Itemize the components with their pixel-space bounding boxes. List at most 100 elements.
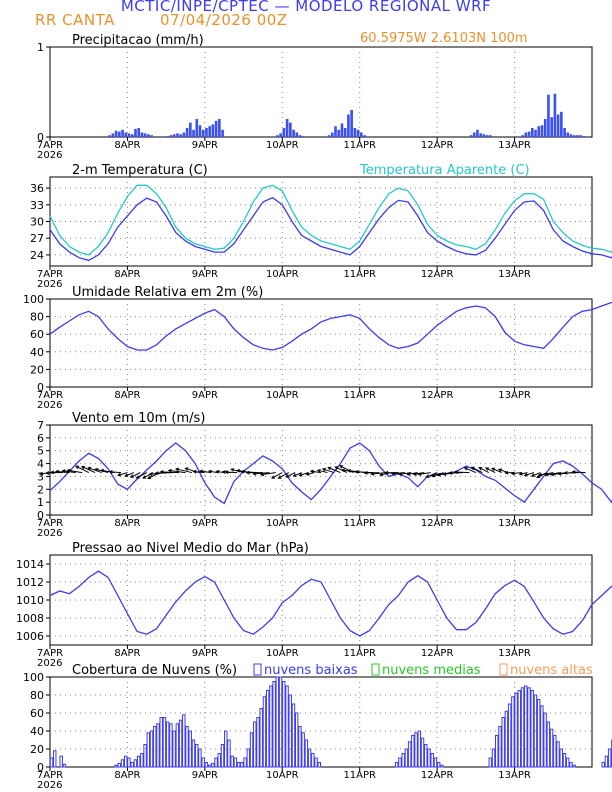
cloud-bar-nuvens-baixas (159, 717, 163, 768)
cloud-bar-nuvens-baixas (233, 757, 238, 768)
precip-bar (556, 114, 560, 137)
wind-vector-head (334, 466, 339, 470)
clouds-ytick-label: 40 (30, 725, 44, 738)
precip-bar (563, 128, 566, 137)
pres-xtick-label: 8APR (114, 648, 140, 659)
cloud-bar-nuvens-baixas (230, 755, 234, 768)
wind-vector-head (454, 470, 458, 475)
cloud-bar-nuvens-baixas (133, 759, 138, 768)
wind-vector-head (436, 473, 441, 477)
cloud-bar-nuvens-baixas (185, 726, 189, 768)
cloud-bar-nuvens-baixas (224, 730, 228, 768)
precip-bar (363, 135, 366, 137)
cloud-bar-nuvens-baixas (301, 732, 305, 768)
cloud-bar-nuvens-baixas (511, 696, 515, 768)
wind-vector-head (563, 471, 568, 475)
cloud-bar-nuvens-baixas (269, 685, 273, 768)
wind-vector (293, 472, 302, 477)
wind-vector-head (417, 472, 422, 476)
wind-vector (175, 468, 193, 474)
precip-bar (185, 128, 189, 137)
wind-vector-head (354, 469, 359, 474)
precip-bar (143, 133, 147, 137)
wind-vector (286, 472, 296, 478)
wind-frame (49, 424, 593, 516)
rh-year-label: 2026 (37, 400, 62, 411)
cloud-bar-nuvens-baixas (546, 721, 551, 768)
precip-bar (540, 125, 544, 137)
clouds-year-label: 2026 (37, 780, 62, 791)
wind-vector-head (199, 469, 204, 474)
cloud-bar-nuvens-baixas (604, 755, 609, 768)
precip-bar (553, 93, 557, 137)
wind-vector-head (154, 471, 159, 476)
cloud-bar-nuvens-baixas (536, 699, 541, 768)
cloud-bar-nuvens-baixas (49, 757, 54, 768)
precip-title: Precipitacao (mm/h) (72, 33, 204, 48)
clouds-ytick-label: 100 (23, 671, 44, 684)
rh-ytick-label: 100 (23, 293, 44, 306)
precip-bar (472, 132, 476, 137)
precip-bar (298, 135, 302, 137)
precip-bar (121, 129, 124, 137)
cloud-bar-nuvens-baixas (562, 753, 567, 768)
cloud-bar-nuvens-baixas (424, 744, 428, 768)
wind-vector-head (252, 471, 257, 476)
cloud-bar-nuvens-baixas (427, 748, 431, 768)
precip-bar (547, 94, 550, 137)
precip-bar (469, 135, 473, 137)
pres-ytick-label: 1006 (16, 630, 44, 643)
cloud-bar-nuvens-baixas (259, 708, 263, 768)
cloud-bar-nuvens-baixas (201, 757, 205, 768)
cloud-bar-nuvens-baixas (533, 694, 538, 768)
temp-ytick-label: 27 (30, 232, 44, 245)
precip-bar (114, 130, 118, 137)
cloud-bar-nuvens-baixas (165, 721, 170, 768)
cloud-bar-nuvens-baixas (256, 717, 260, 768)
wind-title: Vento em 10m (m/s) (72, 411, 205, 426)
precip-bar (195, 119, 199, 137)
clouds-title: Cobertura de Nuvens (%) (72, 663, 237, 678)
wind-vector-head (530, 473, 535, 477)
wind-ytick-label: 3 (37, 470, 44, 483)
wind-vector-head (510, 471, 515, 476)
cloud-bar-nuvens-baixas (191, 739, 196, 768)
cloud-bar-nuvens-baixas (495, 735, 499, 768)
cloud-bar-nuvens-baixas (288, 694, 292, 768)
cloud-bar-nuvens-baixas (298, 726, 302, 768)
wind-ytick-label: 6 (37, 432, 44, 445)
wind-vector-head (425, 474, 430, 478)
wind-vector-head (285, 474, 290, 478)
precip-bar (218, 119, 221, 137)
wind-vector-head (485, 467, 490, 471)
cloud-bar-nuvens-baixas (178, 719, 183, 768)
precip-bar (124, 132, 128, 137)
cloud-bar-nuvens-baixas (262, 696, 267, 768)
precip-bar (534, 129, 537, 137)
precip-bar (524, 132, 528, 137)
wind-xtick-label: 11APR (343, 518, 376, 529)
precip-bar (560, 111, 563, 137)
wind-vector (260, 472, 276, 476)
cloud-bar-nuvens-baixas (124, 755, 128, 768)
wind-vector (125, 472, 135, 477)
rh-ytick-label: 0 (37, 381, 44, 394)
cloud-bar-nuvens-baixas (62, 763, 67, 768)
wind-vector-head (148, 472, 153, 476)
cloud-bar-nuvens-baixas (524, 685, 528, 768)
pres-ytick-label: 1014 (16, 558, 44, 571)
cloud-bar-nuvens-baixas (211, 762, 215, 768)
wind-vector (208, 470, 218, 474)
temp-xtick-label: 9APR (192, 269, 218, 280)
temp-ytick-label: 36 (30, 182, 44, 195)
wind-vector (75, 465, 89, 474)
wind-vector (426, 472, 438, 478)
wind-vector-head (39, 471, 44, 476)
wind-vector (278, 472, 289, 479)
temp-series-line-1 (49, 184, 612, 256)
cloud-bar-nuvens-baixas (440, 764, 444, 768)
wind-vector (524, 472, 535, 476)
wind-vector-head (305, 472, 310, 476)
